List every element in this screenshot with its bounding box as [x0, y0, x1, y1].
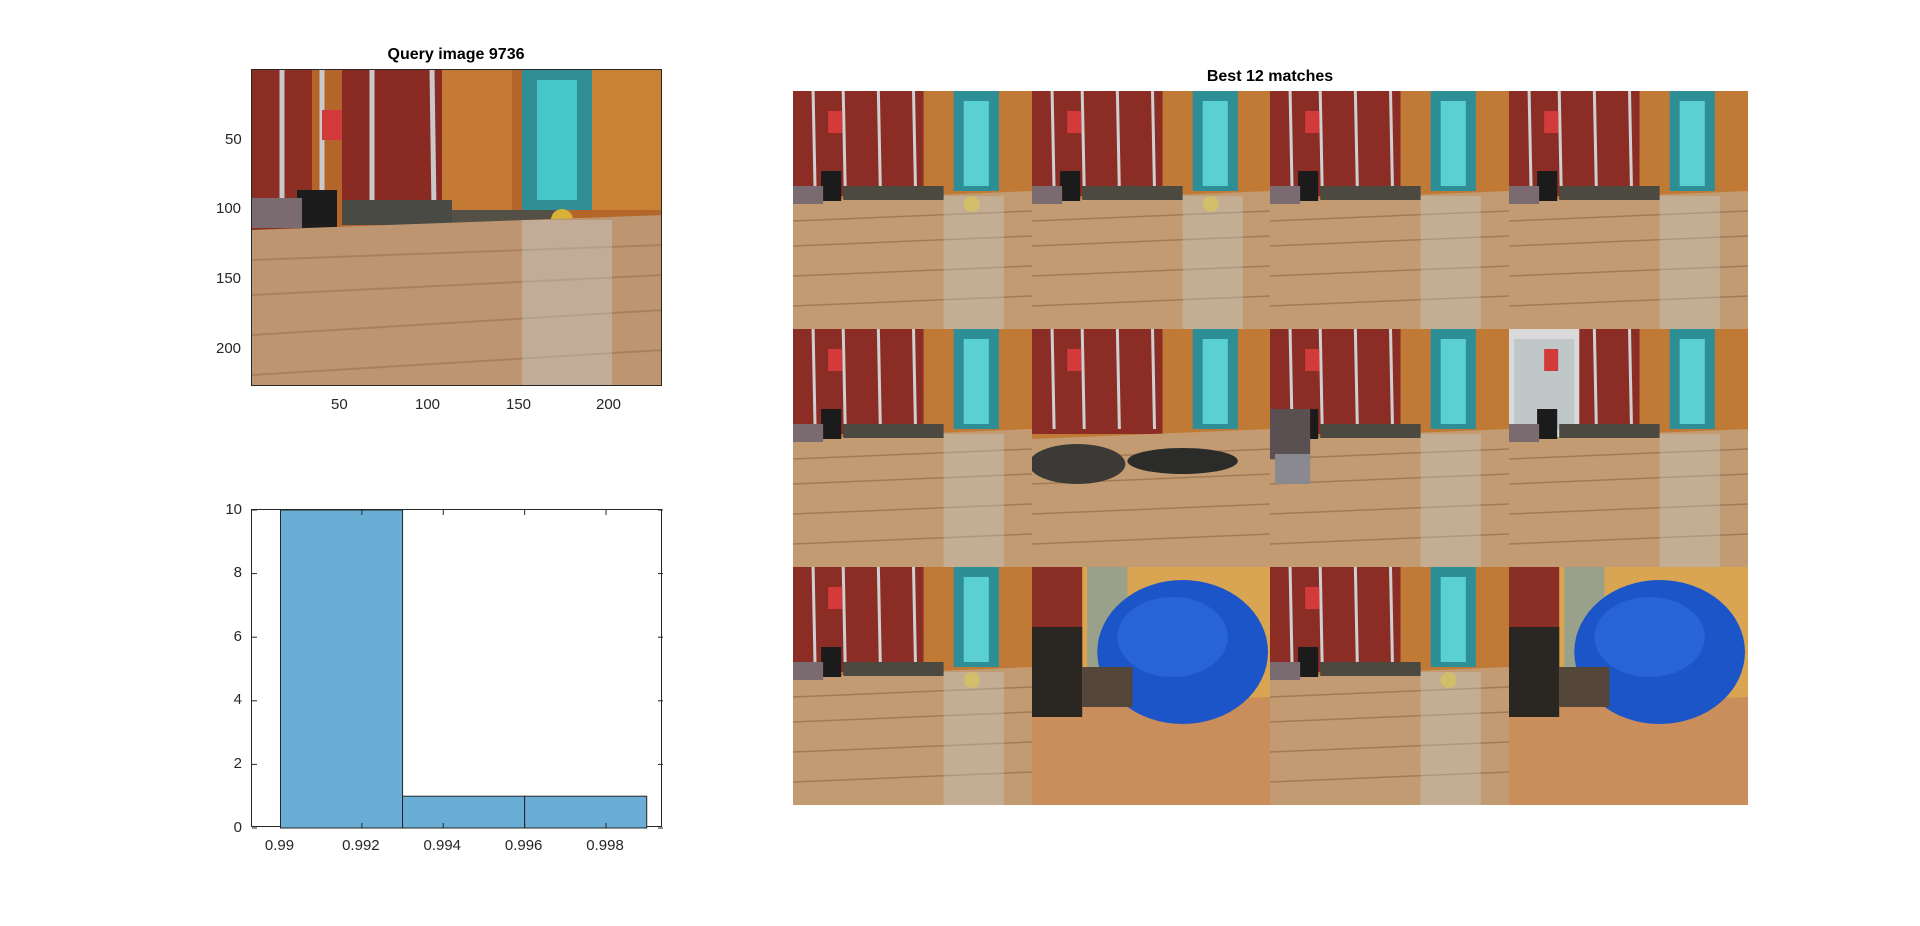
match-image	[1508, 567, 1748, 805]
match-image	[1270, 329, 1509, 567]
histogram-x-tick-label: 0.992	[342, 837, 380, 854]
query-x-tick-label: 150	[506, 396, 532, 413]
match-image	[793, 329, 1032, 567]
query-y-tick-label: 50	[225, 131, 242, 148]
query-x-tick-label: 100	[415, 396, 441, 413]
match-image	[1031, 329, 1271, 567]
histogram-x-tick-label: 0.99	[264, 837, 295, 854]
histogram-y-tick-label: 2	[233, 754, 242, 772]
match-image	[1508, 91, 1748, 329]
query-y-tick-label: 100	[216, 200, 242, 217]
match-image-tile	[1270, 91, 1509, 329]
match-image	[793, 91, 1032, 329]
match-image	[1031, 567, 1271, 805]
match-image-tile	[1031, 567, 1271, 805]
match-image-tile	[793, 567, 1032, 805]
match-image-tile	[793, 91, 1032, 329]
histogram-y-tick-label: 10	[225, 500, 242, 518]
match-image	[1031, 91, 1271, 329]
match-image	[1508, 329, 1748, 567]
query-image-axes	[251, 69, 662, 386]
histogram-x-tick-label: 0.998	[586, 837, 624, 854]
match-image-tile	[1270, 567, 1509, 805]
histogram-bar	[279, 509, 404, 829]
histogram-axes	[251, 509, 663, 829]
histogram-y-tick-label: 0	[233, 818, 242, 836]
histogram-bar	[402, 795, 526, 829]
histogram-x-tick-label: 0.996	[504, 837, 543, 854]
match-image	[793, 567, 1032, 805]
query-y-tick-label: 150	[216, 270, 242, 287]
histogram-y-tick-label: 4	[233, 691, 242, 709]
match-image-tile	[793, 329, 1032, 567]
histogram-y-tick-label: 6	[233, 627, 242, 645]
query-x-tick-label: 200	[596, 396, 622, 413]
match-image-tile	[1031, 329, 1271, 567]
query-image-title: Query image 9736	[387, 46, 525, 63]
match-image-tile	[1508, 567, 1748, 805]
match-image-tile	[1508, 329, 1748, 567]
histogram-y-tick-label: 8	[233, 564, 242, 582]
match-image-tile	[1031, 91, 1271, 329]
query-y-tick-label: 200	[216, 340, 242, 357]
query-image	[252, 70, 661, 385]
matches-title: Best 12 matches	[1206, 68, 1334, 85]
match-image	[1270, 567, 1509, 805]
histogram-bar	[524, 795, 648, 829]
match-image	[1270, 91, 1509, 329]
histogram-plot	[252, 509, 663, 829]
query-x-tick-label: 50	[331, 396, 348, 413]
match-image-tile	[1508, 91, 1748, 329]
matches-grid	[793, 91, 1748, 805]
histogram-x-tick-label: 0.994	[423, 837, 462, 854]
match-image-tile	[1270, 329, 1509, 567]
